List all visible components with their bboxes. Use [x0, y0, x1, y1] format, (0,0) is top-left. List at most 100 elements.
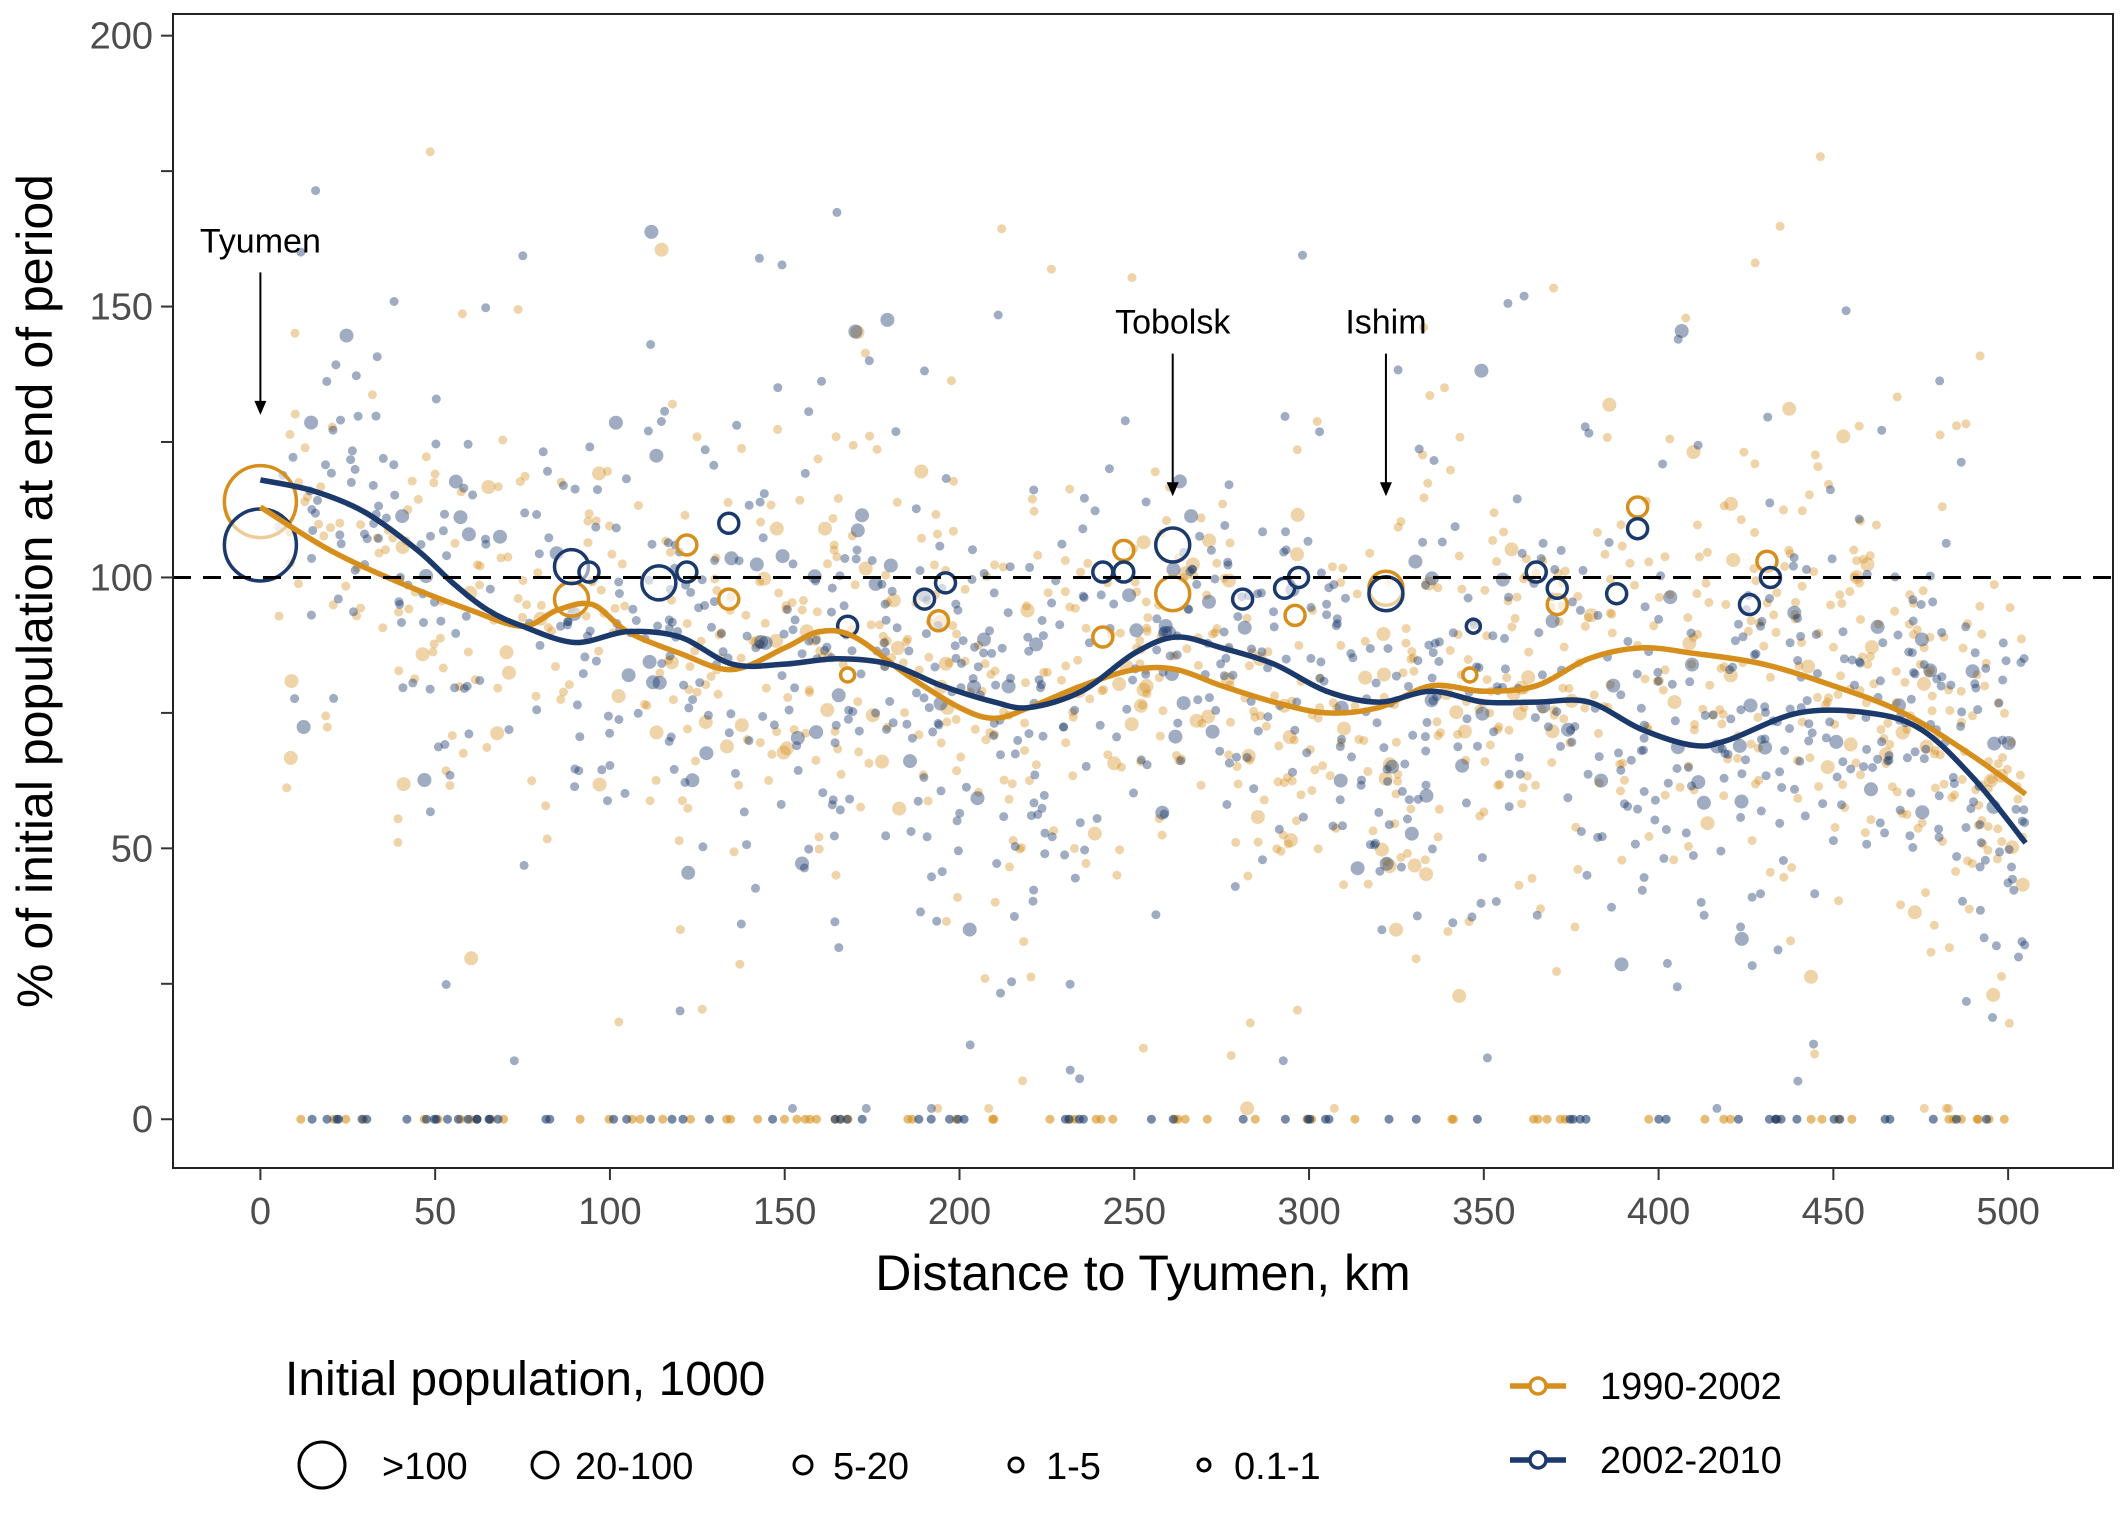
village-point: [754, 253, 764, 263]
village-point: [1662, 958, 1672, 968]
village-point: [921, 629, 931, 639]
village-point: [1654, 676, 1664, 686]
village-point: [300, 443, 310, 453]
village-point: [866, 620, 876, 630]
village-point: [773, 383, 783, 393]
village-point: [773, 424, 783, 434]
village-point: [1489, 727, 1499, 737]
village-point: [310, 508, 320, 518]
village-point: [1537, 670, 1547, 680]
village-point: [1826, 600, 1836, 610]
village-point: [684, 703, 694, 713]
village-point: [1409, 666, 1419, 676]
village-point: [998, 562, 1008, 572]
village-point: [1754, 618, 1764, 628]
village-point: [1455, 432, 1465, 442]
village-point-zero: [1108, 1114, 1118, 1124]
village-point: [381, 545, 390, 555]
village-point: [1135, 636, 1145, 645]
village-point-zero: [1973, 1114, 1983, 1124]
village-point: [1855, 657, 1864, 667]
village-point: [1566, 725, 1576, 735]
village-point: [583, 516, 593, 526]
village-point: [1998, 675, 2008, 685]
village-point: [1636, 703, 1646, 713]
village-point: [542, 834, 552, 844]
village-point: [1891, 698, 1901, 708]
village-point: [1420, 732, 1430, 742]
village-point: [734, 556, 744, 566]
village-point-zero: [485, 1114, 495, 1124]
village-point: [1653, 676, 1663, 686]
village-point: [974, 787, 983, 797]
village-point: [1273, 777, 1283, 787]
village-point: [1605, 608, 1615, 618]
village-point: [544, 533, 554, 543]
village-point: [951, 714, 961, 724]
village-point: [1908, 616, 1918, 626]
village-point: [1961, 823, 1971, 832]
village-point: [1993, 759, 2003, 769]
village-point: [952, 816, 962, 826]
village-point: [533, 568, 543, 578]
village-point: [851, 554, 861, 564]
village-point-zero: [768, 1114, 778, 1124]
village-point: [892, 623, 902, 633]
village-point: [1758, 740, 1773, 755]
village-point: [513, 305, 523, 314]
village-point: [774, 588, 784, 598]
village-point: [1833, 689, 1843, 699]
village-point: [1949, 779, 1959, 789]
village-point: [1204, 693, 1214, 703]
village-point: [761, 683, 771, 693]
village-point: [1018, 1076, 1028, 1086]
village-point: [1946, 680, 1956, 690]
village-point: [737, 443, 747, 453]
village-point: [1979, 933, 1989, 943]
village-point: [1852, 556, 1862, 566]
village-point: [792, 741, 802, 751]
village-point: [1079, 493, 1089, 503]
village-point-zero: [857, 1114, 867, 1124]
village-point: [1606, 574, 1615, 584]
village-point: [1350, 701, 1360, 711]
village-point: [1891, 667, 1901, 676]
village-point: [713, 689, 723, 699]
village-point: [1958, 643, 1968, 653]
village-point: [987, 648, 997, 658]
village-point: [1660, 790, 1670, 800]
village-point: [1665, 434, 1675, 444]
village-point: [936, 786, 946, 796]
village-point: [1233, 779, 1243, 789]
village-point: [1717, 719, 1727, 729]
village-point: [758, 533, 768, 543]
village-point: [716, 629, 726, 639]
village-point: [468, 490, 478, 500]
village-point: [1811, 630, 1821, 639]
village-point: [394, 666, 404, 676]
village-point: [398, 683, 408, 693]
village-point: [1087, 826, 1102, 841]
village-point: [1424, 571, 1439, 586]
plot-border: [172, 13, 2114, 1169]
village-point: [932, 916, 942, 926]
village-point: [880, 599, 890, 609]
village-point: [1333, 773, 1348, 788]
village-point: [1907, 905, 1922, 920]
village-point: [1892, 392, 1902, 402]
village-point: [1005, 562, 1015, 572]
village-point: [1065, 1065, 1075, 1075]
village-point: [425, 807, 435, 817]
village-point: [1818, 799, 1828, 809]
village-point: [426, 531, 435, 541]
legend-series-label: 1990-2002: [1600, 1366, 1782, 1408]
village-point: [592, 466, 606, 481]
village-point: [1650, 795, 1660, 805]
village-point: [538, 447, 548, 457]
village-point: [1917, 818, 1927, 828]
village-point: [1402, 848, 1412, 858]
village-point: [956, 752, 966, 762]
village-point: [1862, 839, 1872, 849]
village-point: [1060, 556, 1070, 565]
village-point: [2004, 845, 2014, 854]
